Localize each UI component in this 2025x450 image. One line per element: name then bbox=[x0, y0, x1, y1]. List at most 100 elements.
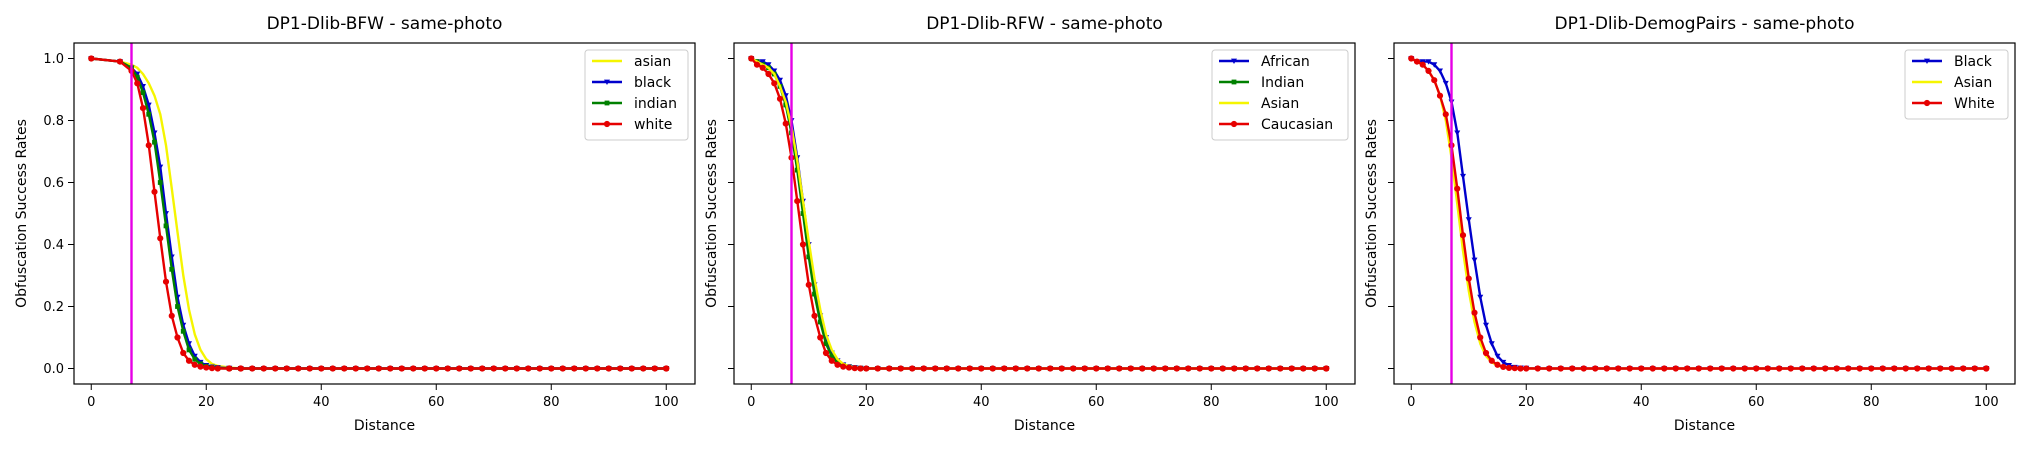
data-point bbox=[1460, 173, 1466, 180]
legend-entry: asian bbox=[592, 54, 671, 70]
data-point bbox=[134, 74, 140, 80]
legend-label: indian bbox=[634, 96, 677, 112]
data-point bbox=[1408, 55, 1415, 62]
data-point bbox=[152, 139, 157, 145]
data-point bbox=[1500, 359, 1507, 366]
x-tick-label: 20 bbox=[198, 395, 215, 410]
data-point bbox=[1638, 365, 1645, 372]
data-point bbox=[421, 365, 428, 372]
legend-entry: indian bbox=[592, 96, 677, 112]
data-point bbox=[955, 365, 962, 372]
data-point bbox=[1465, 217, 1472, 223]
plot-area bbox=[728, 43, 1330, 390]
data-point bbox=[932, 365, 939, 372]
data-point bbox=[295, 365, 302, 372]
data-point bbox=[1454, 130, 1461, 136]
x-tick-label: 20 bbox=[1518, 395, 1535, 410]
x-tick-label: 0 bbox=[1407, 395, 1415, 410]
data-point bbox=[943, 365, 950, 372]
data-point bbox=[525, 365, 532, 372]
data-point bbox=[116, 58, 124, 65]
legend-marker bbox=[1230, 120, 1238, 128]
data-point bbox=[1517, 365, 1524, 372]
data-point bbox=[163, 223, 169, 229]
data-point bbox=[771, 80, 778, 87]
data-point bbox=[845, 364, 853, 371]
data-point bbox=[759, 59, 766, 65]
data-point bbox=[1288, 365, 1295, 372]
plot-frame bbox=[733, 42, 1356, 385]
data-point bbox=[1707, 365, 1714, 372]
x-tick-label: 100 bbox=[1974, 395, 1999, 410]
data-point bbox=[398, 365, 405, 372]
data-point bbox=[364, 365, 371, 372]
chart-title: DP1-Dlib-BFW - same-photo bbox=[267, 14, 503, 34]
data-point bbox=[582, 365, 589, 372]
data-point bbox=[989, 365, 996, 372]
data-point bbox=[651, 365, 658, 372]
data-point bbox=[1833, 365, 1840, 372]
chart-title: DP1-Dlib-DemogPairs - same-photo bbox=[1555, 14, 1855, 34]
data-point bbox=[765, 62, 772, 68]
data-point bbox=[1431, 62, 1438, 68]
y-tick-label: 0.0 bbox=[43, 362, 64, 377]
legend-entry: African bbox=[1219, 54, 1310, 70]
data-point bbox=[185, 357, 193, 364]
data-point bbox=[341, 365, 348, 372]
data-point bbox=[1488, 341, 1495, 347]
data-point bbox=[1419, 61, 1426, 68]
data-point bbox=[1971, 365, 1978, 372]
data-point bbox=[352, 365, 359, 372]
data-point bbox=[192, 356, 198, 362]
data-point bbox=[1603, 365, 1610, 372]
data-point bbox=[1684, 365, 1691, 372]
data-point bbox=[1024, 365, 1031, 372]
data-point bbox=[237, 365, 244, 372]
data-point bbox=[829, 353, 835, 359]
legend-label: Asian bbox=[1261, 96, 1299, 112]
x-tick-label: 80 bbox=[1863, 395, 1880, 410]
data-point bbox=[1925, 365, 1932, 372]
data-point bbox=[1242, 365, 1249, 372]
data-point bbox=[1557, 365, 1564, 372]
data-point bbox=[502, 365, 509, 372]
data-point bbox=[1649, 365, 1656, 372]
data-point bbox=[1764, 365, 1771, 372]
data-point bbox=[1436, 92, 1444, 99]
data-point bbox=[1001, 365, 1008, 372]
data-point bbox=[1494, 353, 1501, 360]
data-point bbox=[1730, 365, 1737, 372]
data-point bbox=[456, 365, 463, 372]
data-point bbox=[513, 365, 520, 372]
plot-frame bbox=[73, 42, 696, 385]
data-point bbox=[1196, 365, 1203, 372]
data-point bbox=[806, 254, 812, 260]
data-point bbox=[605, 365, 612, 372]
data-point bbox=[897, 365, 904, 372]
y-axis: 0.0 0.2 0.4 0.6 0.8 1.0 bbox=[43, 52, 64, 377]
data-point bbox=[1615, 365, 1622, 372]
data-point bbox=[594, 365, 601, 372]
data-point bbox=[805, 281, 812, 288]
data-point bbox=[283, 365, 290, 372]
data-point bbox=[1413, 58, 1421, 65]
legend-label: African bbox=[1261, 54, 1310, 70]
x-axis-label: Distance bbox=[1014, 418, 1075, 434]
data-point bbox=[203, 364, 210, 371]
data-point bbox=[817, 334, 824, 341]
legend: Black Asian White bbox=[1904, 49, 2009, 120]
data-point bbox=[1937, 365, 1944, 372]
data-point bbox=[794, 198, 801, 205]
data-point bbox=[1505, 364, 1513, 371]
data-point bbox=[1093, 365, 1100, 372]
legend-label: white bbox=[634, 117, 672, 133]
data-point bbox=[1454, 185, 1461, 192]
data-point bbox=[628, 365, 635, 372]
data-point bbox=[175, 304, 180, 309]
data-point bbox=[169, 266, 175, 272]
data-point bbox=[249, 365, 256, 372]
data-point bbox=[1173, 365, 1180, 372]
data-point bbox=[318, 365, 325, 372]
data-point bbox=[1162, 365, 1169, 372]
